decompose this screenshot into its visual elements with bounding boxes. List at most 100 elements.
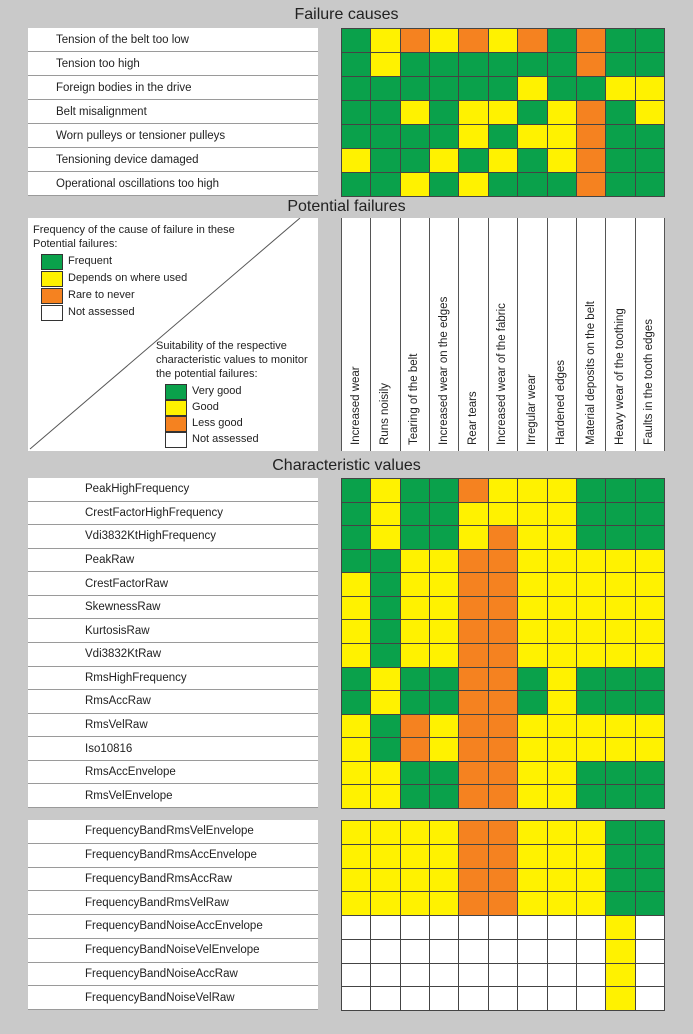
row-label: SkewnessRaw (28, 596, 318, 620)
characteristic-values-matrix (341, 478, 665, 809)
matrix-cell (487, 148, 519, 173)
matrix-cell (487, 986, 519, 1011)
matrix-cell (370, 690, 401, 715)
matrix-cell (341, 595, 372, 621)
matrix-cell (399, 643, 431, 668)
matrix-cell (634, 643, 665, 668)
matrix-cell (341, 666, 372, 692)
failure-column-header: Increased wear of the fabric (488, 218, 519, 451)
matrix-cell (429, 124, 460, 149)
matrix-cell (517, 124, 548, 149)
matrix-cell (487, 525, 519, 550)
matrix-cell (605, 100, 636, 125)
matrix-cell (370, 595, 401, 621)
matrix-cell (487, 100, 519, 125)
matrix-cell (370, 737, 401, 762)
matrix-cell (429, 572, 460, 597)
matrix-cell (634, 148, 665, 173)
matrix-cell (429, 478, 460, 503)
matrix-cell (634, 666, 665, 692)
matrix-cell (634, 867, 665, 893)
matrix-cell (429, 643, 460, 668)
matrix-cell (399, 76, 431, 101)
matrix-cell (458, 760, 489, 786)
matrix-cell (458, 100, 489, 125)
matrix-cell (370, 938, 401, 964)
matrix-cell (429, 172, 460, 197)
matrix-cell (605, 666, 636, 692)
matrix-cell (458, 52, 489, 77)
matrix-cell (517, 666, 548, 692)
matrix-cell (341, 962, 372, 988)
matrix-cell (458, 962, 489, 988)
matrix-cell (487, 760, 519, 786)
matrix-cell (517, 148, 548, 173)
matrix-cell (546, 148, 577, 173)
matrix-cell (399, 28, 431, 53)
matrix-cell (605, 619, 636, 644)
matrix-cell (634, 100, 665, 125)
failure-causes-title: Failure causes (294, 6, 399, 23)
matrix-cell (517, 478, 548, 503)
matrix-cell (517, 525, 548, 550)
matrix-cell (370, 713, 401, 739)
matrix-cell (634, 820, 665, 845)
failure-column-label: Faults in the tooth edges (643, 319, 656, 445)
matrix-cell (399, 986, 431, 1011)
matrix-cell (546, 76, 577, 101)
row-label: Vdi3832KtHighFrequency (28, 525, 318, 549)
matrix-cell (605, 737, 636, 762)
matrix-cell (370, 501, 401, 527)
matrix-cell (605, 962, 636, 988)
matrix-cell (487, 643, 519, 668)
row-label: Vdi3832KtRaw (28, 643, 318, 667)
failure-column-header: Heavy wear of the toothing (605, 218, 636, 451)
matrix-cell (605, 148, 636, 173)
legend-panel: Frequency of the cause of failure in the… (28, 218, 318, 451)
matrix-cell (458, 891, 489, 916)
very-good-swatch (165, 384, 187, 400)
matrix-cell (634, 938, 665, 964)
matrix-cell (487, 124, 519, 149)
matrix-cell (634, 737, 665, 762)
matrix-cell (634, 784, 665, 809)
failure-column-header: Tearing of the belt (400, 218, 431, 451)
frequency-legend-item: Not assessed (68, 306, 135, 318)
matrix-cell (575, 124, 607, 149)
matrix-cell (370, 986, 401, 1011)
matrix-cell (341, 690, 372, 715)
matrix-cell (605, 843, 636, 869)
matrix-cell (546, 737, 577, 762)
row-label: Belt misalignment (28, 100, 318, 124)
matrix-cell (458, 501, 489, 527)
matrix-cell (605, 938, 636, 964)
matrix-cell (429, 501, 460, 527)
matrix-cell (429, 843, 460, 869)
matrix-cell (575, 938, 607, 964)
potential-failures-header: Increased wear Runs noisily Tearing of the… (341, 218, 665, 451)
matrix-cell (487, 915, 519, 940)
matrix-cell (341, 172, 372, 197)
matrix-cell (517, 784, 548, 809)
matrix-cell (487, 666, 519, 692)
matrix-cell (399, 666, 431, 692)
matrix-cell (487, 572, 519, 597)
matrix-cell (399, 867, 431, 893)
matrix-cell (429, 595, 460, 621)
matrix-cell (399, 915, 431, 940)
matrix-cell (341, 478, 372, 503)
matrix-cell (605, 891, 636, 916)
matrix-cell (575, 619, 607, 644)
diagonal-divider (29, 218, 301, 450)
matrix-cell (634, 843, 665, 869)
failure-column-label: Increased wear on the edges (437, 296, 450, 445)
matrix-cell (575, 548, 607, 574)
matrix-cell (546, 938, 577, 964)
frequency-legend-item: Frequent (68, 255, 113, 267)
matrix-cell (605, 525, 636, 550)
matrix-cell (458, 784, 489, 809)
matrix-cell (575, 986, 607, 1011)
matrix-cell (546, 28, 577, 53)
matrix-cell (546, 501, 577, 527)
row-label: CrestFactorRaw (28, 572, 318, 596)
